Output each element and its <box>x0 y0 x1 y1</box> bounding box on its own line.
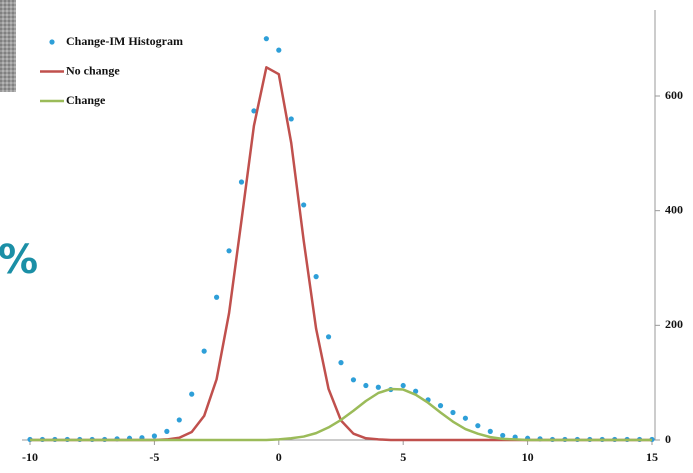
y-tick-label: 200 <box>665 317 683 331</box>
y-tick-label: 600 <box>665 88 683 102</box>
legend-marker <box>49 39 55 45</box>
x-tick-label: -5 <box>149 450 159 464</box>
histogram-point <box>350 377 357 383</box>
y-tick-label: 0 <box>665 432 671 446</box>
histogram-point <box>437 403 444 409</box>
histogram-point <box>375 384 381 390</box>
legend-label: Change-IM Histogram <box>66 34 183 48</box>
histogram-point <box>462 415 468 421</box>
legend-label: No change <box>66 63 120 77</box>
x-tick-label: -10 <box>22 450 38 464</box>
histogram-point <box>301 202 307 208</box>
histogram-point <box>151 433 157 439</box>
histogram-point <box>487 428 493 434</box>
histogram-point <box>325 334 332 340</box>
histogram-point <box>400 382 406 389</box>
histogram-point <box>238 179 245 185</box>
histogram-point <box>201 348 207 354</box>
histogram-point <box>288 116 294 122</box>
histogram-point <box>164 428 170 434</box>
histogram-point <box>263 36 269 42</box>
histogram-point <box>214 294 220 300</box>
histogram-point <box>413 388 419 394</box>
histogram-point <box>276 47 282 53</box>
x-tick-label: 10 <box>522 450 534 464</box>
y-tick-label: 400 <box>665 202 683 216</box>
histogram-point <box>450 409 456 416</box>
histogram-point <box>251 108 257 114</box>
x-tick-label: 0 <box>276 450 282 464</box>
histogram-point <box>363 382 369 389</box>
x-tick-label: 15 <box>646 450 658 464</box>
histogram-point <box>313 274 319 280</box>
histogram-point <box>475 423 481 429</box>
legend-label: Change <box>66 93 106 107</box>
histogram-point <box>226 248 232 254</box>
histogram-point <box>338 360 344 366</box>
histogram-point <box>176 417 182 423</box>
histogram-point <box>189 391 195 397</box>
overlay-percent: % <box>0 237 38 283</box>
x-tick-label: 5 <box>400 450 406 464</box>
histogram-point <box>500 432 506 439</box>
background-texture <box>0 0 16 92</box>
curve <box>30 387 652 442</box>
curve <box>30 66 652 442</box>
